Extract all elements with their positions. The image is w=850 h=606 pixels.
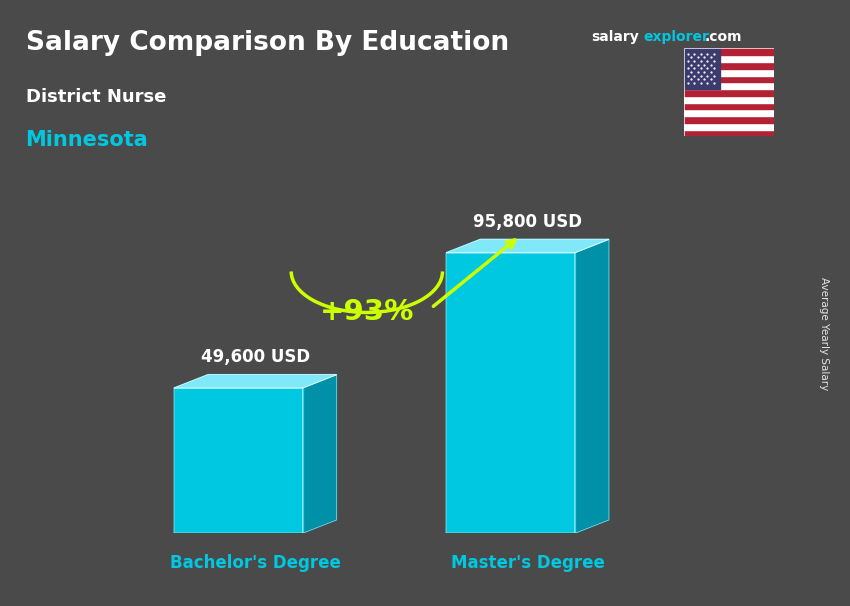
Text: Salary Comparison By Education: Salary Comparison By Education <box>26 30 508 56</box>
Bar <box>684 123 774 130</box>
Text: +93%: +93% <box>320 299 414 327</box>
Text: .com: .com <box>705 30 742 44</box>
Bar <box>684 116 774 123</box>
Polygon shape <box>174 388 303 533</box>
Polygon shape <box>575 239 609 533</box>
Text: 49,600 USD: 49,600 USD <box>201 348 310 366</box>
Bar <box>684 48 720 89</box>
Text: Minnesota: Minnesota <box>26 130 148 150</box>
Bar <box>684 130 774 136</box>
Text: Master's Degree: Master's Degree <box>450 554 604 573</box>
Bar <box>684 48 774 55</box>
Bar <box>684 62 774 68</box>
Text: District Nurse: District Nurse <box>26 88 166 106</box>
Bar <box>684 55 774 62</box>
Bar <box>684 102 774 109</box>
Bar <box>684 89 774 96</box>
Polygon shape <box>446 253 575 533</box>
Text: salary: salary <box>591 30 638 44</box>
Bar <box>684 68 774 76</box>
Bar <box>684 109 774 116</box>
Text: explorer: explorer <box>643 30 709 44</box>
Text: Average Yearly Salary: Average Yearly Salary <box>819 277 829 390</box>
Bar <box>684 76 774 82</box>
Bar <box>684 82 774 89</box>
Polygon shape <box>303 375 337 533</box>
Text: Bachelor's Degree: Bachelor's Degree <box>170 554 341 573</box>
Text: 95,800 USD: 95,800 USD <box>473 213 582 230</box>
Polygon shape <box>174 375 337 388</box>
Bar <box>684 96 774 102</box>
Polygon shape <box>446 239 609 253</box>
